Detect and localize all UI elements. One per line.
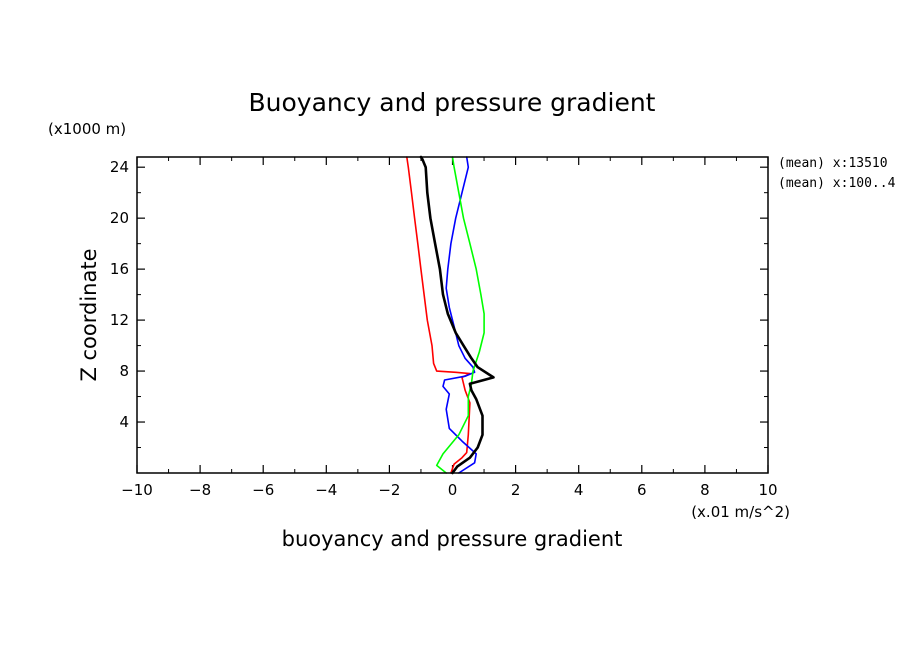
x-tick-label: −10 <box>121 481 153 499</box>
y-tick-label: 20 <box>110 209 129 227</box>
y-tick-label: 4 <box>119 413 129 431</box>
series-line-3 <box>419 155 495 475</box>
x-unit-label: (x.01 m/s^2) <box>691 503 790 521</box>
series-layer <box>405 155 495 475</box>
x-tick-label: −6 <box>252 481 274 499</box>
x-tick-label: 8 <box>700 481 710 499</box>
x-tick-label: 10 <box>758 481 777 499</box>
x-tick-label: 4 <box>574 481 584 499</box>
annotation-mean-2: (mean) x:100..4 <box>778 176 896 191</box>
y-unit-label: (x1000 m) <box>48 120 126 138</box>
series-line-1 <box>442 156 478 474</box>
x-axis-title: buoyancy and pressure gradient <box>282 527 623 551</box>
y-tick-label: 16 <box>110 260 129 278</box>
x-tick-label: 0 <box>448 481 458 499</box>
y-tick-label: 12 <box>110 311 129 329</box>
y-tick-label: 8 <box>119 362 129 380</box>
annotation-mean-1: (mean) x:13510 <box>778 156 888 171</box>
x-tick-label: 2 <box>511 481 521 499</box>
x-tick-label: −2 <box>378 481 400 499</box>
chart-title: Buoyancy and pressure gradient <box>249 88 656 117</box>
series-line-2 <box>435 156 485 474</box>
x-tick-label: −4 <box>315 481 337 499</box>
y-tick-label: 24 <box>110 158 129 176</box>
x-tick-label: 6 <box>637 481 647 499</box>
x-tick-label: −8 <box>189 481 211 499</box>
y-axis-title: Z coordinate <box>77 248 101 381</box>
plot-frame <box>136 156 769 474</box>
